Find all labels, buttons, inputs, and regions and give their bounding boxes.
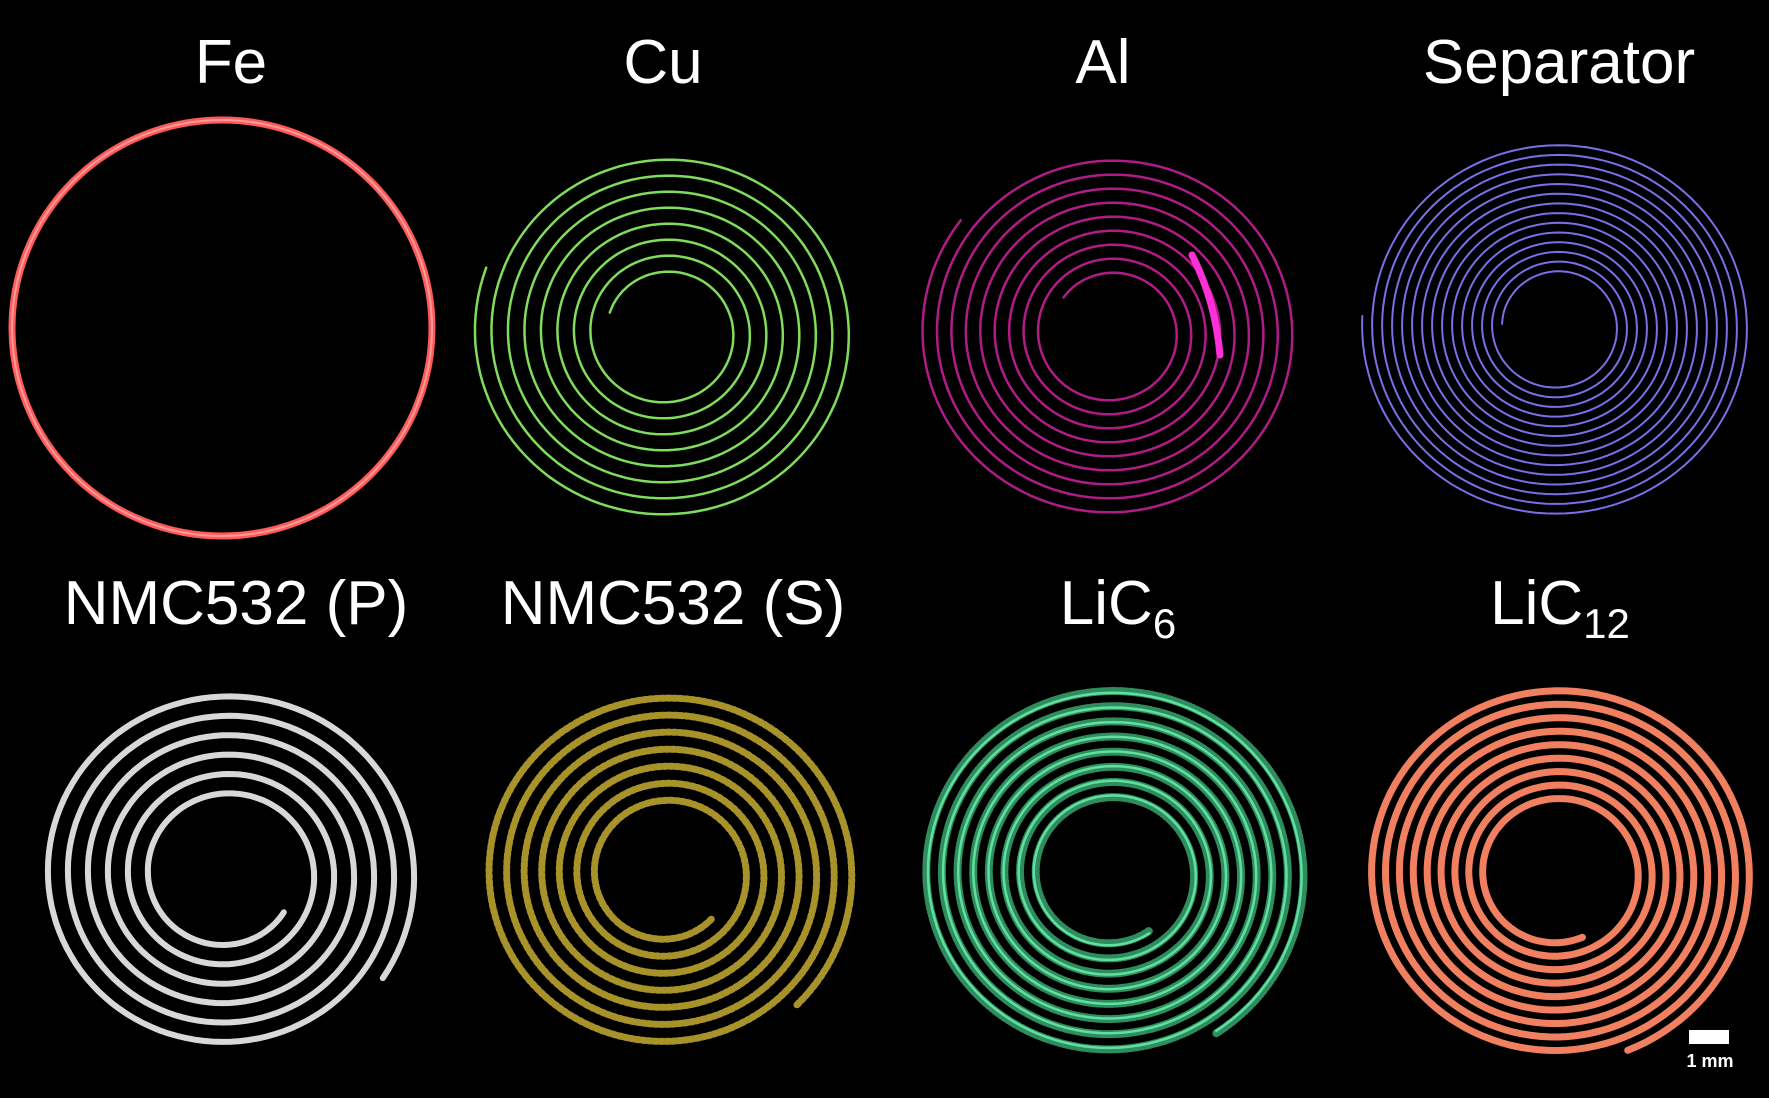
al-segment [1188,251,1224,359]
spiral [44,693,418,1045]
panel-label: LiC12 [1490,569,1630,647]
spiral [473,158,851,516]
label-base: LiC [1490,569,1583,638]
spiral [921,159,1294,514]
spiral [1361,144,1748,515]
panel-label: Fe [195,28,267,97]
fe-ring-glow [11,119,433,537]
scale-bar [1689,1030,1729,1044]
panel-label: Cu [623,28,702,97]
panel-label: NMC532 (S) [501,569,846,638]
panel-label: LiC6 [1060,569,1176,647]
label-subscript: 12 [1583,600,1630,647]
label-subscript: 6 [1153,600,1176,647]
spiral [485,694,856,1045]
scale-bar-label: 1 mm [1686,1051,1733,1071]
panel-label: Al [1075,28,1130,97]
label-base: LiC [1060,569,1153,638]
panel-label: NMC532 (P) [64,569,409,638]
panel-label: Separator [1423,28,1695,97]
lic6-highlight [926,691,1303,1050]
spiral [1368,687,1753,1055]
